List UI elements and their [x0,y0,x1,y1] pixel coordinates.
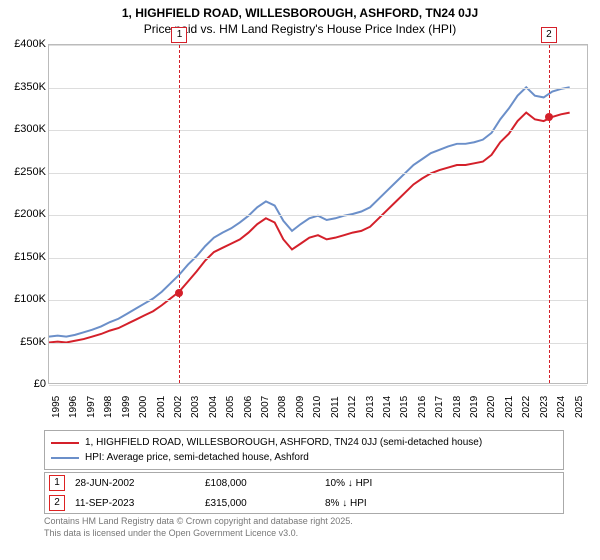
transaction-dot [545,113,553,121]
x-tick-label: 2023 [539,396,550,418]
x-tick-label: 2008 [277,396,288,418]
transaction-marker-box: 2 [541,27,557,43]
x-tick-label: 2009 [295,396,306,418]
y-tick-label: £400K [0,38,46,50]
x-tick-label: 2003 [190,396,201,418]
chart-plot-area [48,44,588,384]
y-tick-label: £0 [0,378,46,390]
x-tick-label: 2016 [417,396,428,418]
x-tick-label: 2004 [208,396,219,418]
x-tick-label: 2001 [156,396,167,418]
x-tick-label: 1997 [86,396,97,418]
y-tick-label: £50K [0,336,46,348]
x-tick-label: 2000 [138,396,149,418]
x-axis-ticks: 1995 1996 1997 1998 1999 2000 2001 2002 2003 2004… [48,388,588,428]
footer-attribution: Contains HM Land Registry data © Crown c… [44,516,564,539]
x-tick-label: 2025 [574,396,585,418]
y-tick-label: £250K [0,166,46,178]
transaction-price: £108,000 [205,478,315,489]
legend: 1, HIGHFIELD ROAD, WILLESBOROUGH, ASHFOR… [44,430,564,470]
x-tick-label: 2013 [365,396,376,418]
transaction-relative: 8% ↓ HPI [325,498,445,509]
transaction-marker: 1 [49,475,65,491]
transaction-row: 1 28-JUN-2002 £108,000 10% ↓ HPI [45,473,563,493]
x-tick-label: 2020 [486,396,497,418]
transaction-table: 1 28-JUN-2002 £108,000 10% ↓ HPI 2 11-SE… [44,472,564,514]
legend-row: 1, HIGHFIELD ROAD, WILLESBOROUGH, ASHFOR… [51,435,557,450]
x-tick-label: 2024 [556,396,567,418]
y-tick-label: £200K [0,208,46,220]
y-tick-label: £150K [0,251,46,263]
x-tick-label: 2017 [434,396,445,418]
x-tick-label: 2006 [243,396,254,418]
series-line-price_paid [49,113,570,343]
x-tick-label: 2021 [504,396,515,418]
x-tick-label: 2002 [173,396,184,418]
transaction-marker-box: 1 [171,27,187,43]
x-tick-label: 2007 [260,396,271,418]
transaction-date: 11-SEP-2023 [75,498,195,509]
transaction-vline [549,45,550,383]
chart-title: 1, HIGHFIELD ROAD, WILLESBOROUGH, ASHFOR… [0,0,600,22]
x-tick-label: 2010 [312,396,323,418]
x-tick-label: 2005 [225,396,236,418]
y-tick-label: £300K [0,123,46,135]
x-tick-label: 2015 [399,396,410,418]
x-tick-label: 2011 [330,396,341,418]
chart-subtitle: Price paid vs. HM Land Registry's House … [0,22,600,40]
legend-label: 1, HIGHFIELD ROAD, WILLESBOROUGH, ASHFOR… [85,435,482,450]
transaction-row: 2 11-SEP-2023 £315,000 8% ↓ HPI [45,493,563,513]
x-tick-label: 1999 [121,396,132,418]
legend-label: HPI: Average price, semi-detached house,… [85,450,309,465]
legend-swatch [51,442,79,444]
x-tick-label: 2022 [521,396,532,418]
y-tick-label: £100K [0,293,46,305]
x-tick-label: 2014 [382,396,393,418]
transaction-date: 28-JUN-2002 [75,478,195,489]
x-tick-label: 1996 [68,396,79,418]
footer-line: This data is licensed under the Open Gov… [44,528,564,540]
x-tick-label: 1998 [103,396,114,418]
transaction-vline [179,45,180,383]
y-tick-label: £350K [0,81,46,93]
transaction-price: £315,000 [205,498,315,509]
transaction-dot [175,289,183,297]
x-tick-label: 2019 [469,396,480,418]
footer-line: Contains HM Land Registry data © Crown c… [44,516,564,528]
x-tick-label: 1995 [51,396,62,418]
legend-swatch [51,457,79,459]
transaction-marker: 2 [49,495,65,511]
x-tick-label: 2018 [452,396,463,418]
legend-row: HPI: Average price, semi-detached house,… [51,450,557,465]
chart-lines-svg [49,45,587,383]
transaction-relative: 10% ↓ HPI [325,478,445,489]
x-tick-label: 2012 [347,396,358,418]
